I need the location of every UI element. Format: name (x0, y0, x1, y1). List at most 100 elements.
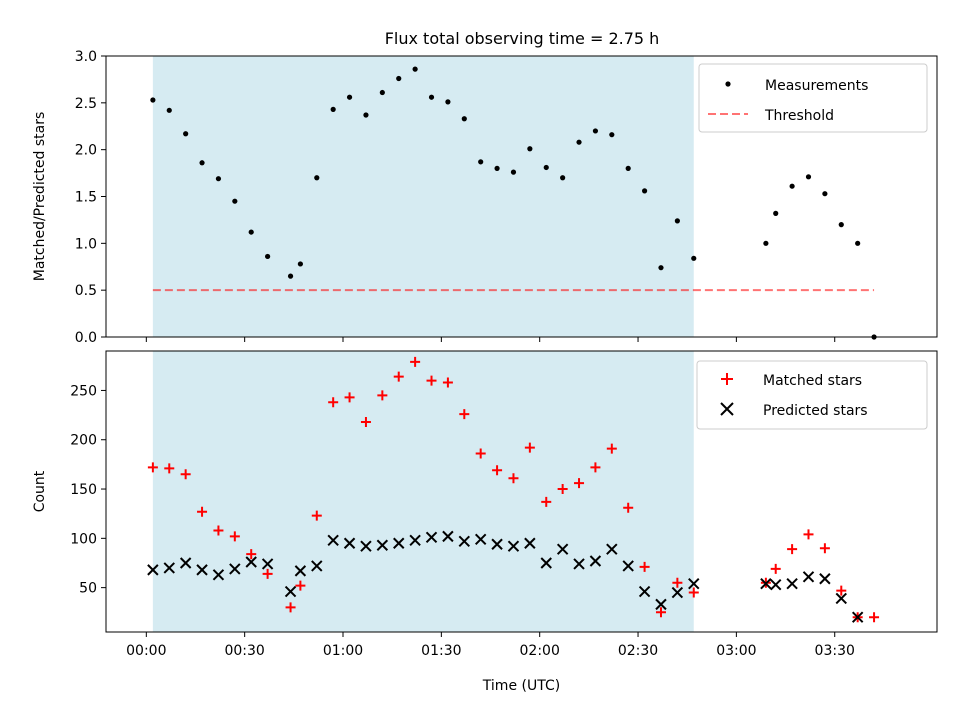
legend-label-predicted: Predicted stars (763, 403, 868, 419)
matched-star-marker (688, 587, 699, 598)
predicted-star-marker (163, 562, 175, 574)
matched-star-marker (672, 577, 683, 588)
legend-marker-measurements (725, 81, 731, 87)
measurement-point (199, 160, 205, 166)
measurement-point (560, 175, 566, 181)
matched-star-marker (285, 602, 296, 613)
x-tick-label: 00:00 (126, 643, 166, 659)
predicted-star-marker (819, 573, 831, 585)
predicted-star-marker (491, 538, 503, 550)
measurement-point (494, 165, 500, 171)
measurement-point (855, 240, 861, 246)
y-tick-label: 1.5 (75, 190, 97, 206)
predicted-star-marker (638, 585, 651, 598)
measurement-point (691, 255, 697, 261)
x-tick-label: 03:30 (815, 643, 855, 659)
x-axis-label: Time (UTC) (482, 678, 560, 694)
measurement-point (248, 229, 254, 235)
panel-star-counts: 50 100 150 200 250 00:00 00:30 01:00 01:30 02:00 0… (32, 350, 938, 694)
measurement-point (805, 174, 812, 180)
legend-marker-predicted (720, 402, 734, 416)
matched-star-marker (492, 465, 503, 476)
measurement-point (215, 176, 222, 182)
measurement-point (625, 165, 631, 171)
matched-star-marker (197, 506, 208, 517)
matched-star-marker (836, 585, 847, 596)
matched-star-marker (442, 377, 453, 388)
y-tick-label: 250 (70, 383, 97, 399)
legend-label-measurements: Measurements (765, 78, 868, 94)
predicted-star-marker (622, 560, 634, 572)
measurement-point (763, 240, 769, 246)
matched-star-marker (524, 442, 535, 453)
predicted-star-marker (671, 586, 684, 599)
y-axis-label: Count (32, 470, 48, 512)
predicted-star-marker (573, 558, 585, 570)
predicted-star-marker (261, 558, 274, 570)
predicted-star-marker (770, 578, 782, 591)
matched-star-marker (410, 356, 421, 367)
x-tick-label: 02:00 (520, 643, 560, 659)
predicted-star-marker (540, 557, 552, 569)
matched-star-marker (328, 397, 339, 408)
matched-star-marker (229, 531, 240, 542)
predicted-star-marker (409, 534, 421, 547)
predicted-star-marker (196, 564, 208, 576)
matched-star-marker (459, 409, 470, 420)
y-tick-label: 2.0 (75, 143, 97, 159)
x-tick-label: 01:30 (421, 643, 461, 659)
matched-star-marker (869, 612, 880, 623)
panel-flux-ratio: 0.0 0.5 1.0 1.5 2.0 2.5 3.0 Matched/Predicted s… (32, 49, 938, 346)
predicted-star-marker (507, 540, 520, 552)
predicted-star-marker (688, 577, 700, 590)
matched-star-marker (360, 416, 371, 427)
measurement-point (287, 273, 294, 279)
measurement-point (527, 146, 533, 152)
predicted-star-marker (343, 537, 356, 549)
matched-star-marker (508, 473, 519, 484)
measurement-point (609, 132, 615, 138)
matched-star-marker (147, 462, 158, 473)
matched-star-marker (246, 549, 257, 560)
matched-star-marker (574, 478, 585, 489)
measurement-point (822, 191, 828, 197)
x-tick-label: 03:00 (716, 643, 756, 659)
measurement-point (232, 198, 238, 204)
y-tick-label: 1.0 (75, 236, 97, 252)
matched-star-marker (590, 462, 601, 473)
predicted-star-marker (327, 534, 339, 547)
predicted-star-marker (229, 563, 241, 575)
legend-box (698, 63, 928, 133)
measurement-point (592, 128, 599, 134)
legend-label-matched: Matched stars (763, 373, 862, 389)
matched-star-marker (213, 525, 224, 536)
measurement-point (773, 210, 779, 216)
axes-frame (105, 55, 938, 338)
predicted-star-marker (851, 611, 864, 623)
predicted-star-marker (802, 571, 815, 583)
y-tick-label: 0.5 (75, 283, 97, 299)
matched-star-marker (475, 448, 486, 459)
matched-star-marker (606, 443, 617, 454)
predicted-star-marker (284, 585, 297, 598)
matched-star-marker (426, 375, 437, 386)
predicted-star-marker (212, 569, 225, 581)
predicted-star-marker (393, 537, 405, 549)
predicted-star-marker (786, 577, 798, 590)
observing-window-shade (152, 351, 694, 632)
measurement-point (658, 265, 664, 271)
legend-box (696, 360, 928, 430)
measurement-point (379, 89, 385, 96)
measurement-point (150, 97, 156, 103)
measurement-point (363, 112, 369, 118)
matched-star-marker (180, 469, 191, 480)
measurement-point (445, 99, 451, 105)
predicted-star-marker (147, 564, 159, 576)
matched-star-marker (557, 484, 568, 495)
measurement-point (330, 106, 336, 112)
chart-title: Flux total observing time = 2.75 h (385, 29, 660, 48)
predicted-star-marker (458, 535, 471, 547)
y-tick-label: 0.0 (75, 330, 97, 346)
x-tick-label: 00:30 (224, 643, 264, 659)
